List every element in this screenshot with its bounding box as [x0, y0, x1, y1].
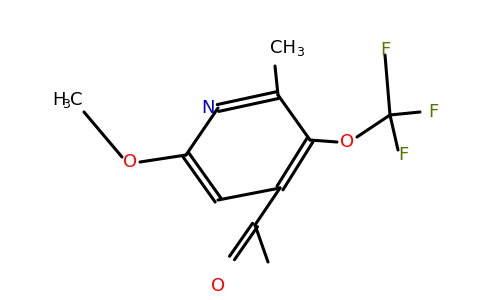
Text: 3: 3: [62, 98, 70, 112]
Text: O: O: [211, 277, 225, 295]
Text: F: F: [380, 41, 390, 59]
Text: CH: CH: [270, 39, 296, 57]
Text: O: O: [340, 133, 354, 151]
Text: C: C: [70, 91, 82, 109]
Text: H: H: [52, 91, 65, 109]
Text: F: F: [428, 103, 438, 121]
Text: F: F: [398, 146, 408, 164]
Text: 3: 3: [296, 46, 304, 59]
Text: O: O: [123, 153, 137, 171]
Text: N: N: [201, 99, 215, 117]
